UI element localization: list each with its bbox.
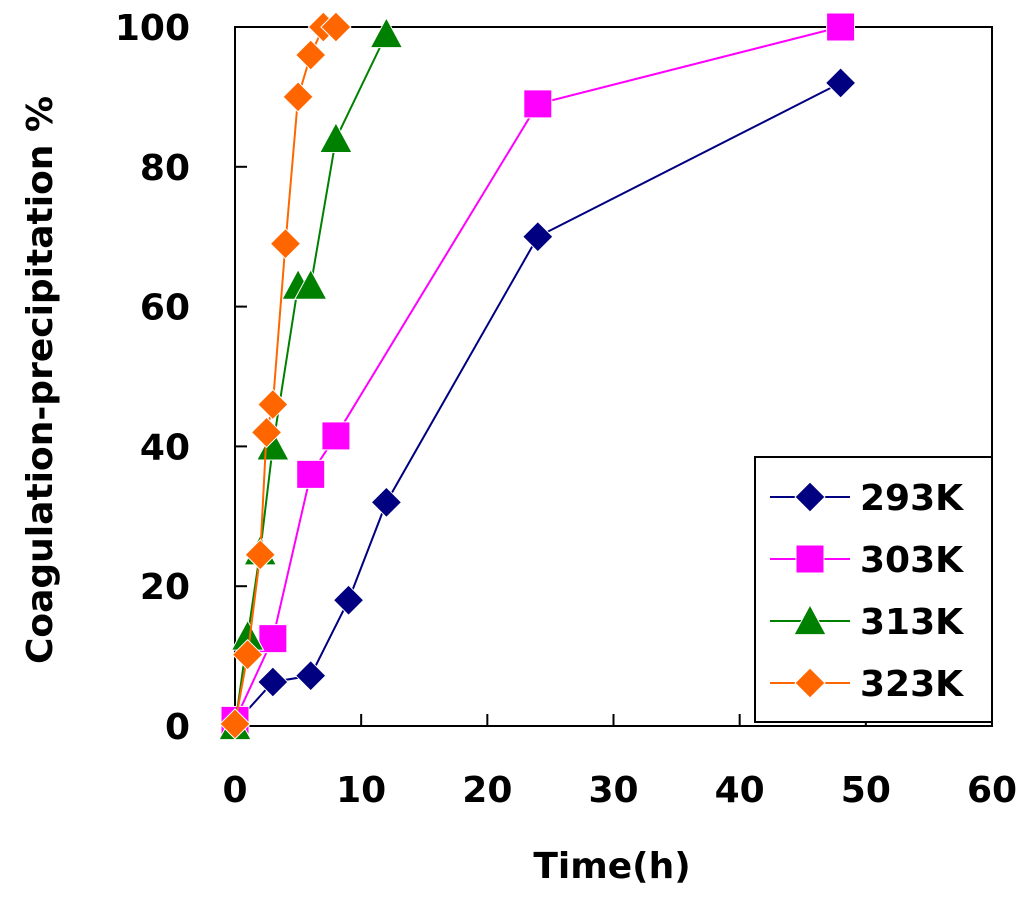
data-point-293K (370, 486, 403, 519)
data-point-293K (257, 666, 289, 698)
data-point-323K (231, 638, 264, 671)
data-point-293K (332, 584, 365, 616)
x-tick-label: 40 (715, 770, 765, 811)
data-point-313K (319, 121, 353, 153)
data-point-293K (522, 220, 554, 253)
data-point-323K (294, 39, 327, 71)
data-point-323K (320, 11, 352, 43)
data-point-313K (369, 16, 404, 49)
legend-label-303K: 303K (860, 540, 964, 581)
x-tick-label: 20 (462, 770, 512, 811)
legend-label-293K: 293K (860, 478, 964, 519)
x-axis-title: Time(h) (533, 846, 690, 887)
y-tick-label: 60 (140, 288, 190, 329)
x-tick-label: 10 (336, 770, 386, 811)
x-tick-label: 30 (588, 770, 638, 811)
x-tick-label: 60 (967, 770, 1017, 811)
data-point-323K (219, 708, 251, 740)
data-point-293K (824, 67, 857, 99)
data-point-323K (257, 388, 289, 421)
data-point-303K (321, 421, 351, 451)
data-point-313K (293, 268, 328, 300)
legend-label-313K: 313K (860, 602, 964, 643)
x-tick-label: 50 (841, 770, 891, 811)
data-point-303K (296, 459, 326, 489)
series-line-323K (234, 26, 336, 725)
y-axis-title: Coagulation-precipitation % (20, 96, 61, 664)
data-point-323K (269, 227, 302, 260)
y-tick-label: 0 (165, 707, 190, 748)
data-point-303K (523, 89, 553, 119)
data-point-323K (282, 81, 314, 113)
legend-marker-323K (794, 667, 826, 699)
series-293K (219, 67, 857, 740)
y-tick-label: 20 (140, 567, 190, 608)
y-tick-label: 40 (140, 427, 190, 468)
y-tick-label: 80 (140, 148, 190, 189)
legend-label-323K: 323K (860, 664, 964, 705)
data-point-323K (244, 539, 276, 571)
legend (754, 456, 993, 723)
series-313K (218, 16, 404, 741)
legend-marker-303K (795, 544, 825, 574)
data-point-303K (826, 12, 856, 42)
series-323K (219, 11, 352, 740)
legend-marker-313K (793, 603, 827, 636)
legend-marker-293K (794, 481, 826, 513)
x-tick-label: 0 (222, 770, 247, 811)
data-point-293K (294, 659, 327, 692)
series-line-313K (234, 33, 388, 727)
y-tick-label: 100 (115, 8, 190, 49)
data-point-303K (258, 624, 288, 654)
data-point-323K (250, 416, 283, 449)
